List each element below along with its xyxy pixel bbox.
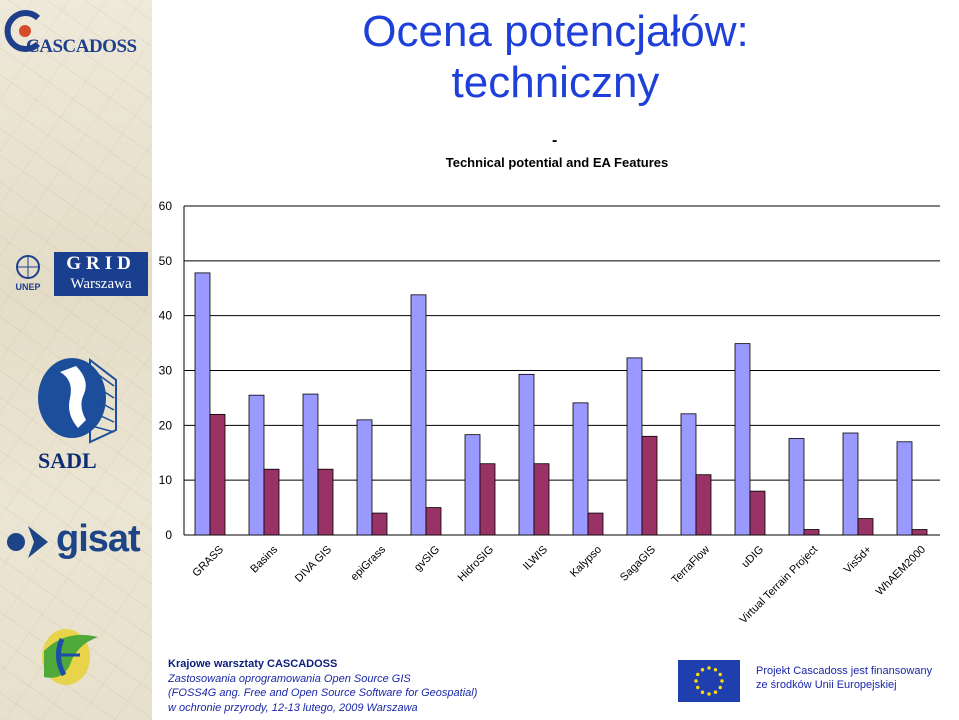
bar-series2 [533, 463, 550, 536]
y-tick-label: 50 [159, 254, 173, 268]
bar-series1 [572, 402, 589, 536]
eu-stars-icon [694, 666, 724, 696]
bar-series1 [410, 294, 427, 536]
eu-star [713, 690, 718, 694]
bar-series1 [734, 343, 751, 536]
gisat-label: gisat [56, 518, 141, 560]
sadl-globe-icon [38, 357, 117, 444]
grid-label: GRID [66, 253, 136, 274]
bar-series2 [641, 435, 658, 536]
eu-star [720, 679, 724, 683]
footer-line2: Zastosowania oprogramowania Open Source … [168, 672, 411, 685]
x-tick-label: WhAEM2000 [874, 544, 928, 598]
grid-warszawa-logo: UNEP GRID Warszawa [8, 250, 148, 300]
grid-box: GRID Warszawa [54, 252, 148, 296]
eu-flag [678, 660, 740, 702]
funding-line2: ze środków Unii Europejskiej [756, 679, 897, 691]
funding-line1: Projekt Cascadoss jest finansowany [756, 665, 933, 677]
footer-line3: (FOSS4G ang. Free and Open Source Softwa… [168, 687, 478, 699]
slide-title-line2: techniczny [451, 58, 660, 107]
y-tick-label: 10 [159, 473, 173, 487]
bar-series1 [356, 419, 373, 536]
x-tick-label: Vis5d+ [842, 544, 874, 576]
cascadoss-c-icon [4, 10, 41, 52]
project-emblem-logo [36, 615, 106, 690]
eu-star [700, 668, 705, 672]
gisat-arrow-icon [7, 526, 48, 558]
footer-line4: w ochronie przyrody, 12-13 lutego, 2009 … [168, 701, 418, 714]
bar-series2 [911, 529, 928, 536]
eu-star [707, 692, 711, 696]
eu-star [696, 672, 700, 677]
bar-chart: 0 10 20 30 40 50 60 GRASS Basins DIVA GIS epiGrass… [159, 199, 940, 626]
bar-series1 [248, 394, 265, 536]
bar-series1 [626, 357, 643, 536]
x-tick-label: TerraFlow [669, 544, 712, 587]
y-tick-label: 20 [159, 418, 173, 432]
chart-title: Technical potential and EA Features [445, 155, 669, 170]
gisat-logo: gisat [4, 518, 150, 568]
bar-series2 [263, 468, 280, 536]
bar-series2 [749, 490, 766, 536]
bar-series2 [587, 512, 604, 536]
bar-series1 [788, 438, 805, 536]
x-tick-label: uDIG [739, 544, 766, 571]
bar-series2 [857, 518, 874, 536]
x-tick-label: ILWIS [521, 544, 550, 573]
unep-logo: UNEP [8, 254, 48, 296]
bar-series1 [518, 373, 535, 536]
x-tick-label: SagaGIS [618, 544, 658, 584]
cascadoss-logo-text: CASCADOSS [26, 36, 137, 57]
bar-series1 [842, 432, 859, 536]
bar-series2 [317, 468, 334, 536]
chart-dash: - [552, 132, 558, 149]
eu-star [713, 668, 718, 672]
y-tick-label: 30 [159, 364, 173, 378]
y-tick-label: 60 [159, 199, 173, 213]
sadl-label: SADL [38, 448, 97, 473]
slide-title: Ocena potencjałów: techniczny [152, 6, 959, 108]
x-tick-label: epiGrass [349, 543, 389, 583]
footer: Krajowe warsztaty CASCADOSS Zastosowania… [168, 657, 638, 715]
x-tick-label: DIVA GIS [293, 544, 334, 585]
x-tick-label: Basins [248, 543, 280, 575]
funding-note: Projekt Cascadoss jest finansowany ze śr… [756, 664, 956, 692]
bar-series2 [209, 413, 226, 536]
bar-series1 [464, 434, 481, 536]
emblem-icon [42, 629, 98, 685]
bar-series2 [425, 507, 442, 536]
x-tick-label: HidroSIG [456, 544, 496, 584]
eu-star [700, 690, 705, 694]
bar-series1 [302, 393, 319, 536]
y-tick-label: 40 [159, 309, 173, 323]
warszawa-label: Warszawa [70, 276, 132, 292]
x-tick-label: Kalypso [568, 544, 604, 580]
y-tick-label: 0 [165, 528, 172, 542]
bar-series1 [680, 413, 697, 536]
slide-title-line1: Ocena potencjałów: [362, 7, 749, 56]
x-tick-label: GRASS [190, 544, 226, 580]
bar-series1 [194, 272, 211, 536]
unep-globe-icon [16, 255, 40, 279]
bar-series2 [695, 474, 712, 536]
sadl-logo: SADL [30, 350, 120, 480]
eu-star [694, 679, 698, 683]
eu-star [718, 685, 722, 690]
x-tick-label: gvSIG [412, 544, 442, 574]
bar-series2 [803, 529, 820, 536]
eu-star [696, 685, 700, 690]
bar-series2 [371, 512, 388, 536]
eu-star [707, 666, 711, 670]
bar-series2 [479, 463, 496, 536]
bar-series1 [896, 441, 913, 536]
cascadoss-logo: CASCADOSS [4, 8, 150, 58]
unep-label: UNEP [15, 282, 41, 292]
eu-star [718, 672, 722, 677]
footer-line1: Krajowe warsztaty CASCADOSS [168, 658, 338, 670]
